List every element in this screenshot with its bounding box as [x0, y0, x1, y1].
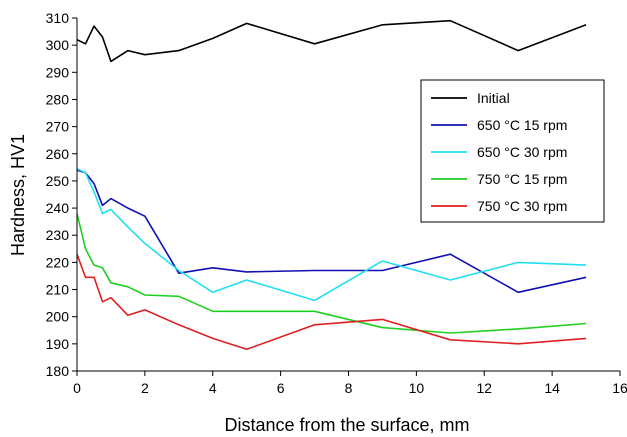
x-tick-label: 10: [409, 380, 425, 396]
x-tick-label: 4: [209, 380, 217, 396]
axes-layer: 0 2 4 6 8 10 12 14 16 180 190 200 210 220 230 240 250 260…: [46, 10, 627, 396]
x-tick-label: 2: [141, 380, 149, 396]
series-layer: [76, 19, 587, 351]
y-tick-label: 190: [46, 336, 70, 352]
x-tick-label: 12: [476, 380, 492, 396]
y-tick-label: 230: [46, 227, 70, 243]
x-tick-label: 14: [544, 380, 560, 396]
legend: Initial 650 °C 15 rpm 650 °C 30 rpm 750 °C …: [420, 79, 605, 223]
legend-label-2: 650 °C 15 rpm: [477, 117, 567, 133]
series-line-1: [76, 19, 587, 63]
series-line-3: [76, 167, 587, 302]
series-line-5: [76, 253, 587, 351]
y-tick-label: 300: [46, 37, 70, 53]
y-tick-label: 270: [46, 119, 70, 135]
x-tick-label: 16: [612, 380, 627, 396]
legend-label-3: 650 °C 30 rpm: [477, 144, 567, 160]
y-tick-label: 220: [46, 254, 70, 270]
y-tick-label: 260: [46, 146, 70, 162]
y-tick-label: 240: [46, 200, 70, 216]
legend-label-4: 750 °C 15 rpm: [477, 171, 567, 187]
legend-box: [420, 79, 605, 223]
series-line-4: [76, 213, 587, 334]
y-tick-label: 290: [46, 64, 70, 80]
y-tick-label: 310: [46, 10, 70, 26]
y-tick-label: 250: [46, 173, 70, 189]
y-tick-label: 280: [46, 91, 70, 107]
series-line-2: [76, 169, 587, 294]
y-tick-label: 210: [46, 282, 70, 298]
y-axis-title: Hardness, HV1: [8, 134, 28, 256]
x-tick-label: 6: [277, 380, 285, 396]
legend-label-5: 750 °C 30 rpm: [477, 198, 567, 214]
y-tick-label: 200: [46, 309, 70, 325]
x-tick-label: 8: [345, 380, 353, 396]
legend-label-1: Initial: [477, 90, 510, 106]
x-tick-label: 0: [73, 380, 81, 396]
x-axis-title: Distance from the surface, mm: [224, 415, 469, 435]
y-tick-label: 180: [46, 363, 70, 379]
